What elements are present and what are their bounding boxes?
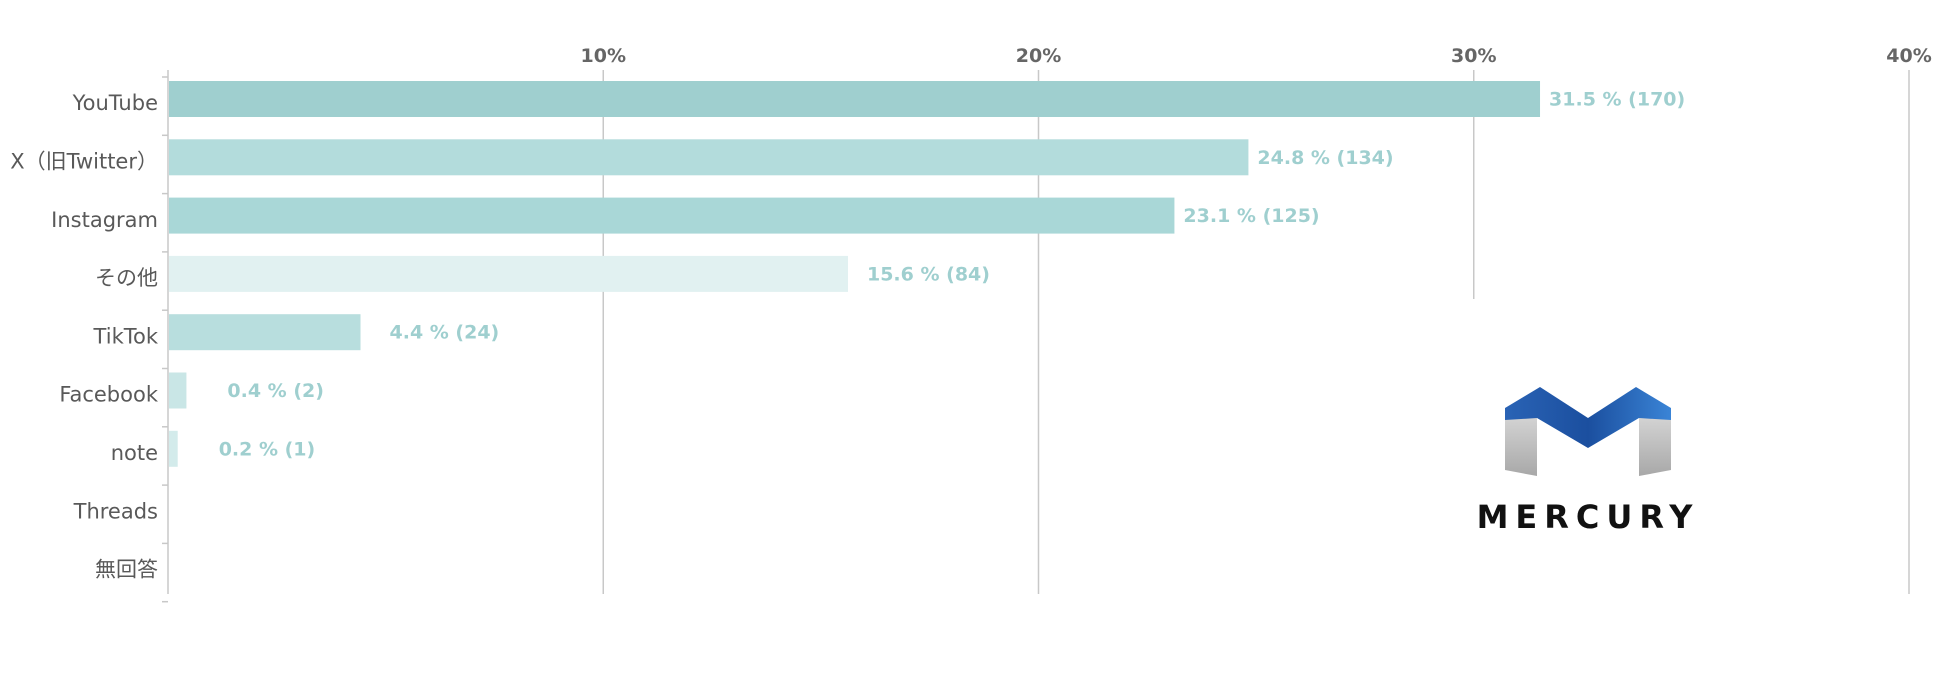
category-label: その他 [95,266,158,290]
mercury-m-logo-icon [1505,387,1671,476]
x-tick-label: 20% [1016,45,1061,67]
category-label: X（旧Twitter） [10,149,158,173]
bar-4 [169,314,361,351]
bars [169,81,1541,467]
logo-text: MERCURY [1477,498,1700,536]
data-label: 31.5 % (170) [1549,89,1685,111]
category-label: YouTube [72,91,158,115]
x-tick-label: 10% [581,45,626,67]
data-label: 23.1 % (125) [1183,205,1319,227]
data-label: 0.4 % (2) [227,380,324,402]
data-label: 15.6 % (84) [867,263,990,285]
category-label: note [111,441,158,465]
x-tick-label: 30% [1451,45,1496,67]
data-label: 0.2 % (1) [219,438,316,460]
data-label: 4.4 % (24) [390,322,500,344]
x-tick-label: 40% [1886,45,1931,67]
category-label: Threads [73,499,158,523]
bar-3 [169,255,848,292]
bar-2 [169,197,1175,234]
labels: 10% 20% 30% 40% YouTube 31.5 % (170) X（旧Twitte… [10,45,1932,582]
bar-6 [169,430,178,467]
category-label: Facebook [59,383,159,407]
bar-1 [169,139,1249,176]
data-label: 24.8 % (134) [1257,147,1393,169]
bar-5 [169,372,187,409]
category-label: TikTok [93,324,159,348]
y-axis [162,70,169,603]
mercury-logo: MERCURY [1477,387,1700,536]
category-label: Instagram [51,208,158,232]
bar-0 [169,81,1541,117]
category-label: 無回答 [95,558,158,582]
